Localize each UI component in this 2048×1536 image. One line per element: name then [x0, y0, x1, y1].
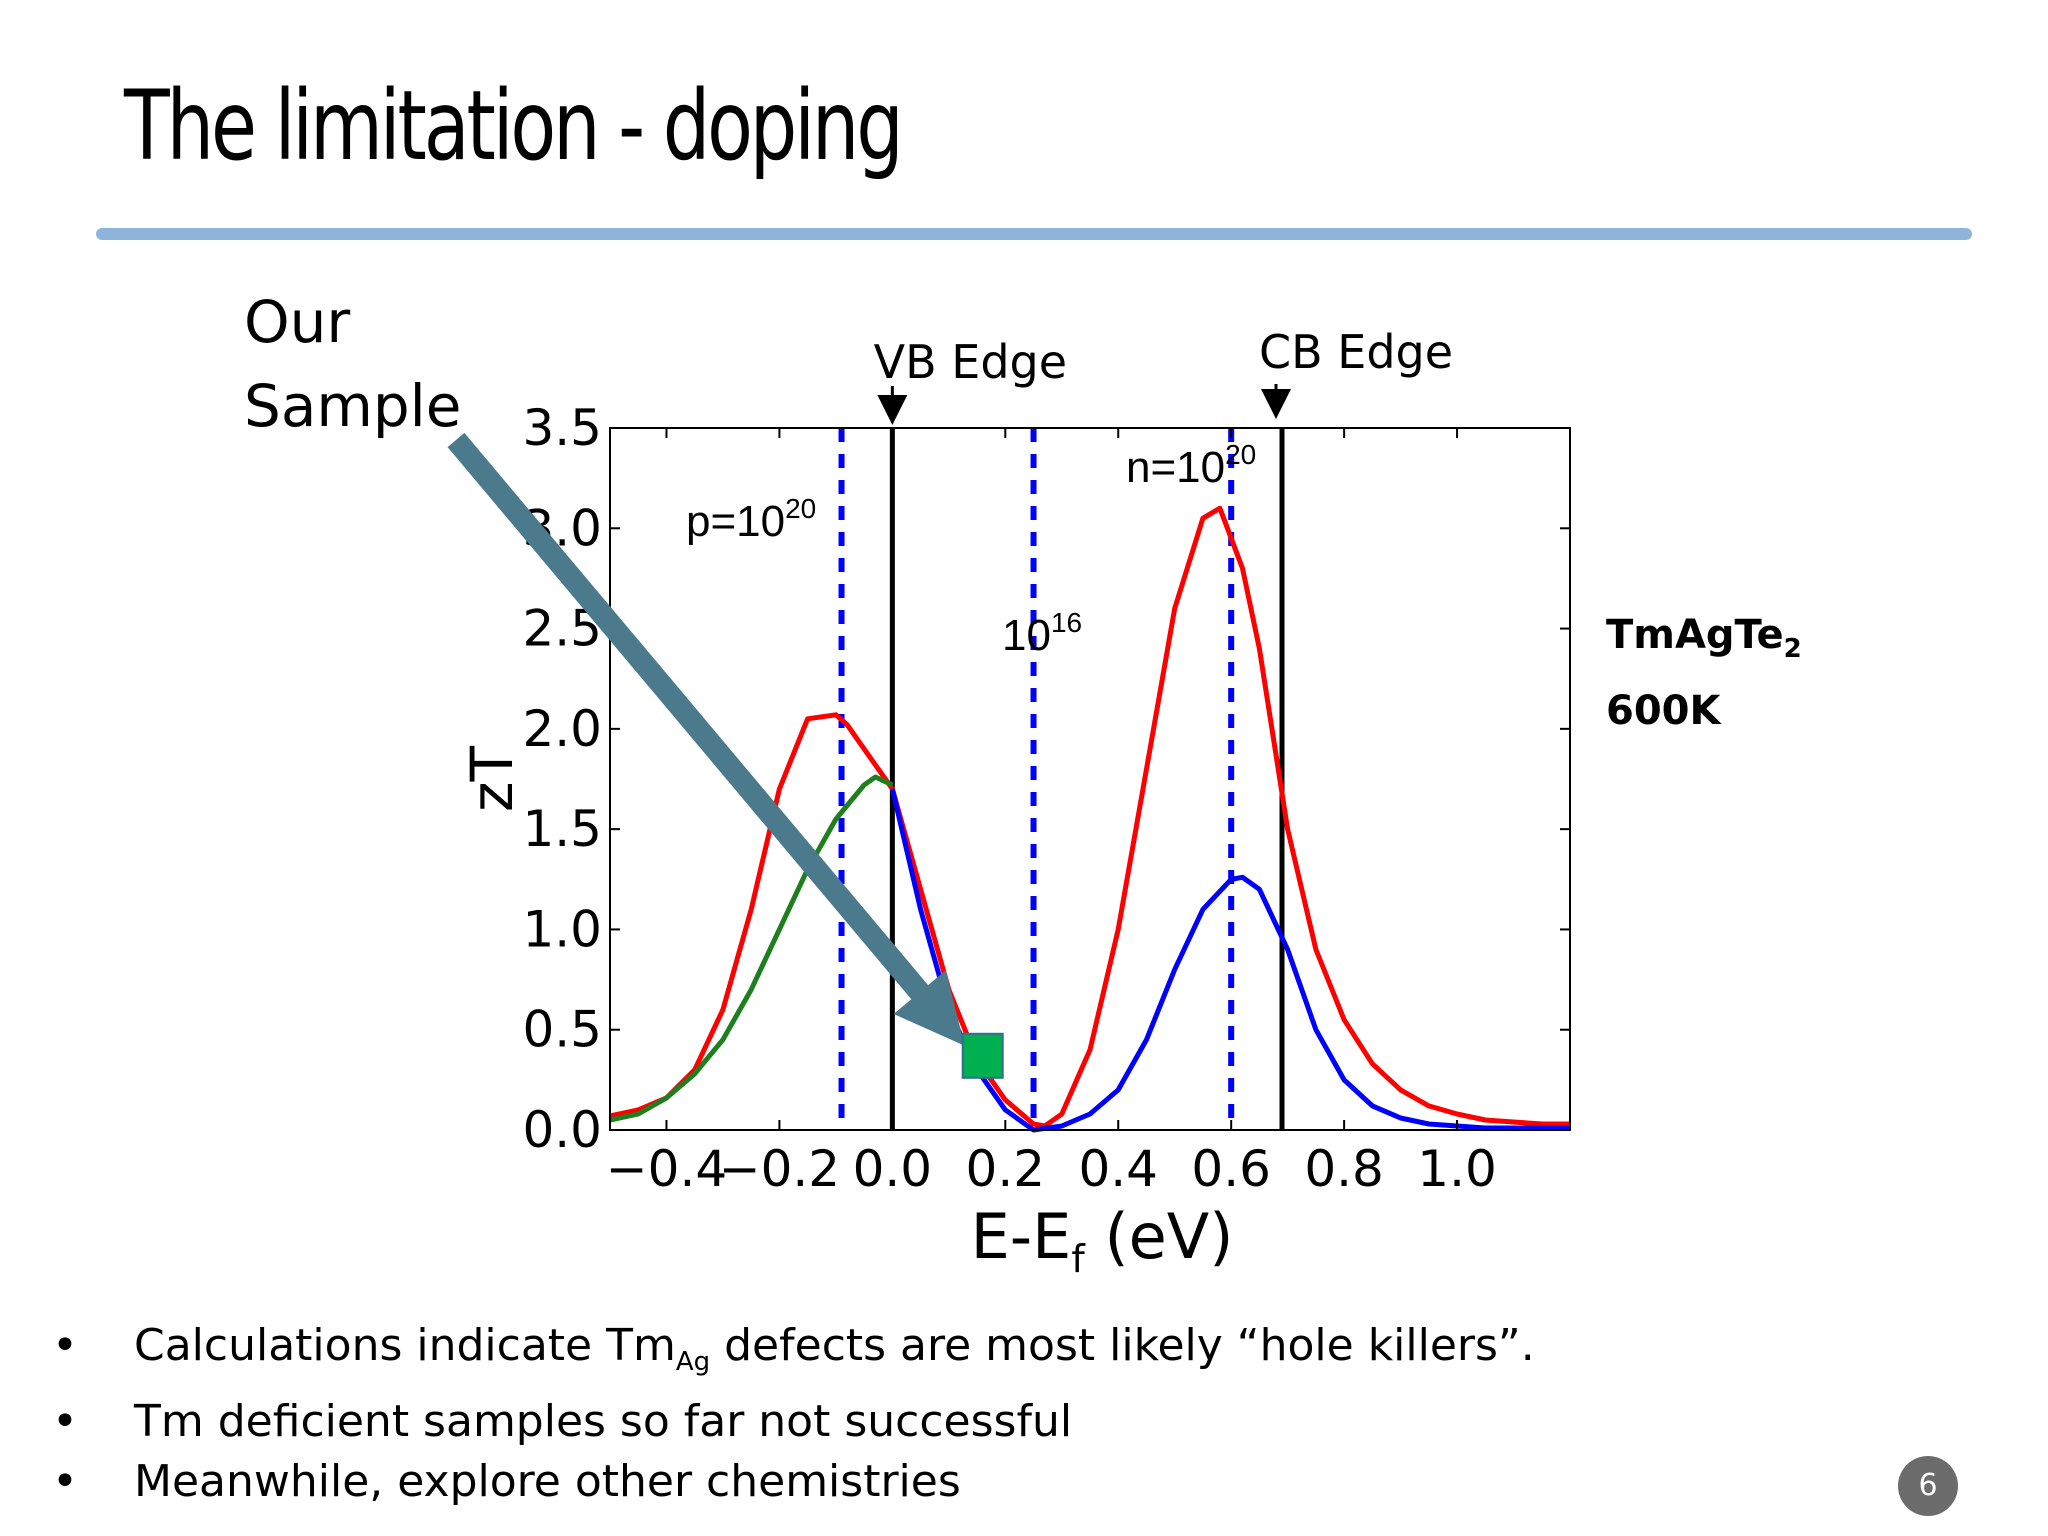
bullet-dot-icon: •	[52, 1455, 78, 1507]
material-formula-base: TmAgTe	[1606, 612, 1784, 658]
our-sample-callout: Our Sample	[244, 280, 461, 448]
callout-line-2: Sample	[244, 372, 462, 440]
bullet-text-suffix: defects are most likely “hole killers”.	[710, 1320, 1535, 1371]
x-tick-label: −0.2	[719, 1140, 840, 1198]
bullet-item: • Calculations indicate TmAg defects are …	[52, 1316, 1535, 1392]
intrinsic-doping-label: 1016	[1002, 607, 1082, 660]
bullet-item: • Meanwhile, explore other chemistries	[52, 1452, 1535, 1512]
x-axis-label-unit: (eV)	[1085, 1200, 1234, 1273]
x-tick-label: 1.0	[1417, 1140, 1497, 1198]
x-axis-label-subscript: f	[1071, 1237, 1086, 1281]
bullet-dot-icon: •	[52, 1320, 78, 1371]
y-tick-label: 3.5	[522, 399, 602, 457]
bullet-text: Meanwhile, explore other chemistries	[134, 1455, 961, 1507]
p-doping-label: p=1020	[686, 493, 816, 546]
series-line	[609, 505, 1570, 1129]
x-tick-label: 0.8	[1304, 1140, 1384, 1198]
p-doping-base: p=10	[686, 497, 785, 546]
n-doping-label: n=1020	[1126, 439, 1256, 492]
material-formula: TmAgTe2	[1606, 604, 1802, 680]
bullet-item: • Tm deficient samples so far not success…	[52, 1392, 1535, 1452]
bullet-text-subscript: Ag	[675, 1346, 711, 1377]
bullet-text-prefix: Calculations indicate Tm	[134, 1320, 676, 1371]
temperature-label: 600K	[1606, 688, 1721, 734]
cb-edge-label: CB Edge	[1259, 325, 1453, 379]
bullet-text: Tm deficient samples so far not successf…	[134, 1395, 1073, 1447]
series-line	[609, 774, 894, 1123]
y-axis-label: zT	[458, 745, 526, 811]
y-tick-label: 1.0	[522, 900, 602, 958]
intrinsic-doping-base: 10	[1002, 611, 1051, 660]
title-divider	[96, 228, 1972, 240]
x-tick-label: 0.0	[853, 1140, 933, 1198]
x-tick-label: 0.6	[1191, 1140, 1271, 1198]
page-number-badge: 6	[1898, 1456, 1958, 1516]
series-line	[889, 788, 1570, 1133]
y-tick-label: 2.0	[522, 700, 602, 758]
y-tick-label: 0.5	[522, 1001, 602, 1059]
page-title: The limitation - doping	[124, 70, 904, 182]
bullet-dot-icon: •	[52, 1395, 78, 1447]
x-axis-label: E-Ef (eV)	[971, 1200, 1234, 1281]
n-doping-base: n=10	[1126, 443, 1225, 492]
vb-edge-label: VB Edge	[874, 335, 1067, 389]
x-axis-label-base: E-E	[971, 1200, 1072, 1273]
p-doping-exponent: 20	[785, 493, 816, 524]
sample-callout-arrow	[447, 432, 965, 1046]
n-doping-exponent: 20	[1225, 439, 1256, 470]
x-tick-label: −0.4	[606, 1140, 727, 1198]
callout-line-1: Our	[244, 288, 351, 356]
x-tick-label: 0.4	[1078, 1140, 1158, 1198]
y-tick-label: 0.0	[522, 1101, 602, 1159]
material-label: TmAgTe2 600K	[1606, 604, 1802, 742]
x-tick-label: 0.2	[966, 1140, 1046, 1198]
bullet-list: • Calculations indicate TmAg defects are …	[52, 1316, 1535, 1512]
material-formula-subscript: 2	[1783, 634, 1802, 664]
y-tick-label: 1.5	[522, 800, 602, 858]
sample-data-point	[961, 1032, 1004, 1079]
intrinsic-doping-exponent: 16	[1051, 607, 1082, 638]
plot-frame	[609, 427, 1571, 1131]
